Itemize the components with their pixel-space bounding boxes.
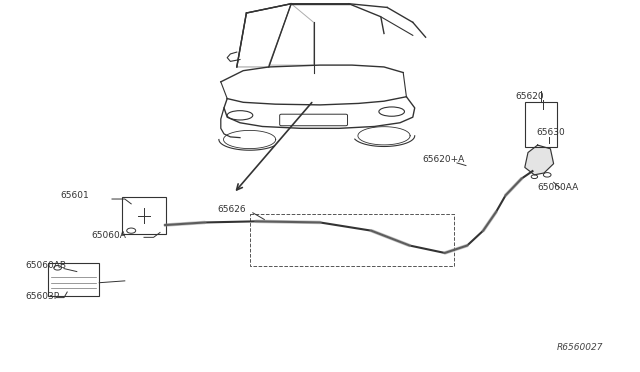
Bar [48,263,99,296]
Bar [122,197,166,234]
Text: 65060A: 65060A [91,231,125,240]
Text: 65601: 65601 [60,191,89,200]
Polygon shape [525,145,554,175]
Text: 65603P: 65603P [26,292,60,301]
Text: 65630: 65630 [536,128,565,137]
Bar [525,102,557,147]
Text: R6560027: R6560027 [557,343,604,352]
Bar [250,214,454,266]
Text: 65060AA: 65060AA [538,183,579,192]
Text: 65060AB: 65060AB [26,261,67,270]
Text: 65626: 65626 [218,205,246,214]
Text: 65620: 65620 [515,92,544,100]
Text: 65620+A: 65620+A [422,155,465,164]
